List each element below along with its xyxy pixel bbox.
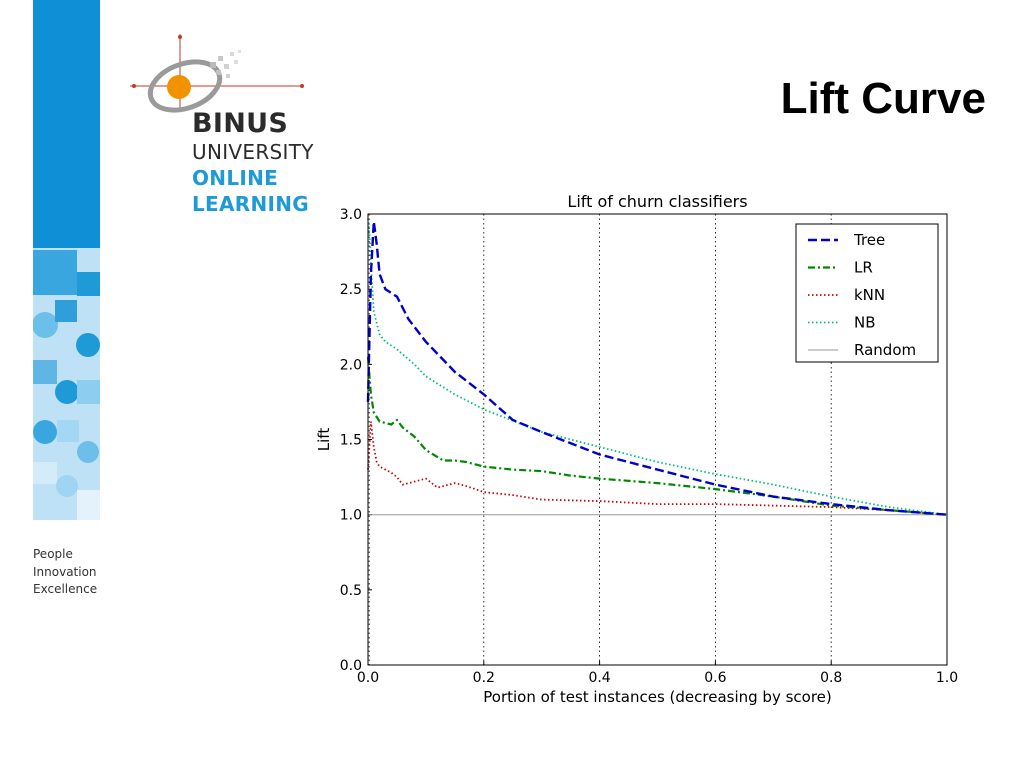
- series-line-lr: [366, 356, 948, 516]
- legend-box: [795, 223, 939, 363]
- tagline-innovation: Innovation: [33, 564, 97, 579]
- series-line-nb: [367, 218, 948, 516]
- y-tick-label: 0.5: [340, 583, 362, 599]
- x-axis-label: Portion of test instances (decreasing by…: [483, 688, 832, 706]
- x-tick-label: 0.8: [820, 670, 842, 686]
- chart-title: Lift of churn classifiers: [567, 192, 747, 211]
- slide-title: Lift Curve: [780, 74, 986, 123]
- logo-line-online: ONLINE: [192, 166, 279, 190]
- y-tick-label: 3.0: [340, 207, 362, 223]
- legend-label-random: Random: [854, 341, 916, 359]
- y-tick-label: 1.0: [340, 508, 362, 524]
- y-tick-label: 2.5: [340, 282, 362, 298]
- logo-line-university: UNIVERSITY: [192, 140, 314, 164]
- y-tick-label: 1.5: [340, 433, 362, 449]
- binus-logo: BINUS UNIVERSITY ONLINE LEARNING: [130, 34, 330, 219]
- legend-label-tree: Tree: [853, 231, 885, 249]
- binus-logo-emblem: [130, 34, 304, 113]
- x-tick-label: 1.0: [936, 670, 958, 686]
- series-line-knn: [367, 421, 948, 516]
- x-tick-label: 0.6: [704, 670, 726, 686]
- sidebar-decoration: [33, 0, 100, 520]
- plot-frame: [367, 213, 948, 666]
- legend-label-nb: NB: [854, 314, 876, 332]
- tagline-people: People: [33, 547, 73, 561]
- series-line-tree: [366, 221, 948, 516]
- x-tick-label: 0.0: [357, 670, 379, 686]
- y-tick-label: 0.0: [340, 658, 362, 674]
- x-tick-label: 0.4: [588, 670, 610, 686]
- x-tick-label: 0.2: [473, 670, 495, 686]
- logo-line-binus: BINUS: [192, 108, 289, 139]
- lift-chart: 0.0 0.2 0.4 0.6 0.8 1.0 0.0 0.5 1.0 1.5 2.0 2.5 3.0 T…: [315, 192, 958, 706]
- y-tick-label: 2.0: [340, 357, 362, 373]
- legend-label-knn: kNN: [854, 286, 885, 304]
- y-axis-label: Lift: [315, 428, 333, 452]
- tagline-excellence: Excellence: [33, 582, 98, 596]
- tagline: People Innovation Excellence: [33, 546, 97, 599]
- legend-label-lr: LR: [854, 259, 873, 277]
- logo-line-learning: LEARNING: [192, 192, 310, 216]
